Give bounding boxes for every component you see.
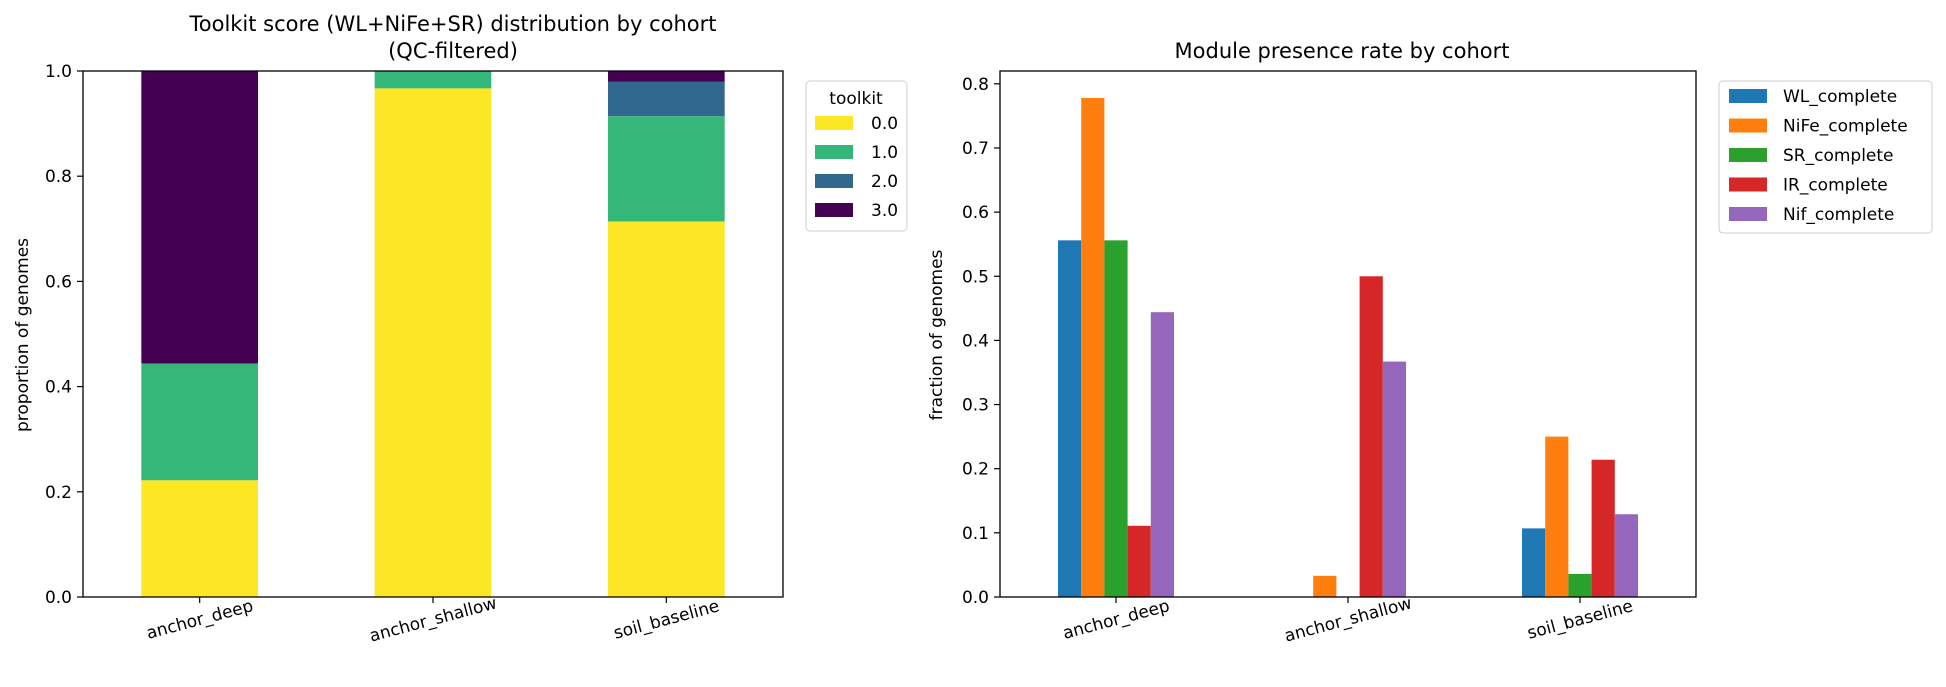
y-tick-label: 0.3 (962, 396, 989, 416)
legend-box (1718, 80, 1933, 234)
y-axis-label: proportion of genomes (13, 238, 33, 432)
x-axis-ticks: anchor_deep anchor_shallow soil_baseline (1061, 593, 1636, 646)
bar-segment (608, 116, 725, 222)
bar (1081, 97, 1105, 597)
x-tick-label: anchor_deep (1061, 596, 1172, 644)
legend-label: SR_complete (1783, 146, 1894, 166)
legend: WL_complete NiFe_complete SR_complete IR_co… (1718, 80, 1933, 234)
y-tick-label: 0.1 (962, 524, 989, 544)
legend-label: IR_complete (1783, 176, 1888, 196)
legend-swatch (1729, 177, 1767, 192)
legend-label: 2.0 (871, 172, 898, 192)
y-axis-label: fraction of genomes (927, 249, 947, 420)
legend-swatch (815, 145, 853, 159)
toolkit-score-chart: Toolkit score (WL+NiFe+SR) distribution … (13, 12, 908, 647)
bar-segment (608, 81, 725, 117)
x-axis-ticks: anchor_deep anchor_shallow soil_baseline (144, 593, 721, 646)
y-tick-label: 0.8 (45, 167, 72, 187)
bar-segment (608, 71, 725, 82)
legend-entries: 0.0 1.0 2.0 3.0 (815, 114, 898, 221)
plot-frame (82, 70, 784, 598)
y-tick-label: 0.0 (962, 588, 989, 608)
legend-entries: WL_complete NiFe_complete SR_complete IR_co… (1729, 87, 1908, 225)
legend-label: WL_complete (1783, 87, 1897, 107)
bar-segment (374, 71, 492, 89)
bar (1568, 573, 1592, 597)
bar-group (1058, 97, 1638, 597)
y-tick-label: 0.2 (962, 460, 989, 480)
bar (1313, 575, 1337, 597)
legend-label: 0.0 (871, 114, 898, 134)
y-tick-label: 0.6 (962, 203, 989, 223)
bar (1545, 436, 1569, 597)
x-tick-label: anchor_deep (144, 596, 255, 644)
legend-swatch (1729, 118, 1767, 133)
bar (1359, 276, 1383, 597)
bar (1382, 361, 1406, 597)
bar (1591, 459, 1615, 597)
legend-label: Nif_complete (1783, 205, 1894, 225)
y-tick-label: 0.4 (45, 378, 72, 398)
y-tick-label: 0.4 (962, 331, 989, 351)
legend-label: NiFe_complete (1783, 117, 1908, 137)
bar (1614, 514, 1638, 597)
bar-group (141, 71, 725, 597)
bar (1104, 240, 1128, 597)
legend-title: toolkit (829, 89, 883, 109)
chart-title: Module presence rate by cohort (1175, 39, 1510, 63)
bar (1150, 312, 1174, 597)
x-tick-label: soil_baseline (612, 596, 722, 643)
legend-swatch (815, 203, 853, 217)
x-tick-label: soil_baseline (1525, 596, 1635, 643)
bar (1058, 240, 1082, 597)
legend-label: 3.0 (871, 201, 898, 221)
legend-label: 1.0 (871, 143, 898, 163)
plot-frame (999, 70, 1697, 598)
chart-subtitle: (QC-filtered) (388, 39, 518, 63)
y-tick-label: 0.5 (962, 267, 989, 287)
y-tick-label: 0.8 (962, 75, 989, 95)
bar-segment (141, 71, 258, 364)
bar-segment (608, 221, 725, 597)
y-tick-label: 0.6 (45, 272, 72, 292)
y-axis-ticks: 0.0 0.2 0.4 0.6 0.8 1.0 (45, 62, 83, 608)
legend-swatch (1729, 89, 1767, 103)
bar-segment (374, 88, 492, 597)
bar-segment (141, 363, 258, 481)
legend-swatch (815, 174, 853, 188)
y-tick-label: 0.0 (45, 588, 72, 608)
legend-swatch (815, 116, 853, 130)
legend: toolkit 0.0 1.0 2.0 3.0 (805, 80, 908, 232)
legend-swatch (1729, 207, 1767, 221)
y-axis-ticks: 0.0 0.1 0.2 0.3 0.4 0.5 0.6 0.7 0.8 (962, 75, 1000, 608)
legend-swatch (1729, 148, 1767, 162)
y-tick-label: 0.7 (962, 139, 989, 159)
bar (1522, 528, 1546, 597)
chart-title: Toolkit score (WL+NiFe+SR) distribution … (188, 12, 716, 36)
module-presence-chart: Module presence rate by cohort fraction … (927, 39, 1933, 647)
bar-segment (141, 480, 258, 597)
y-tick-label: 1.0 (45, 62, 72, 82)
y-tick-label: 0.2 (45, 483, 72, 503)
bar (1127, 525, 1151, 597)
